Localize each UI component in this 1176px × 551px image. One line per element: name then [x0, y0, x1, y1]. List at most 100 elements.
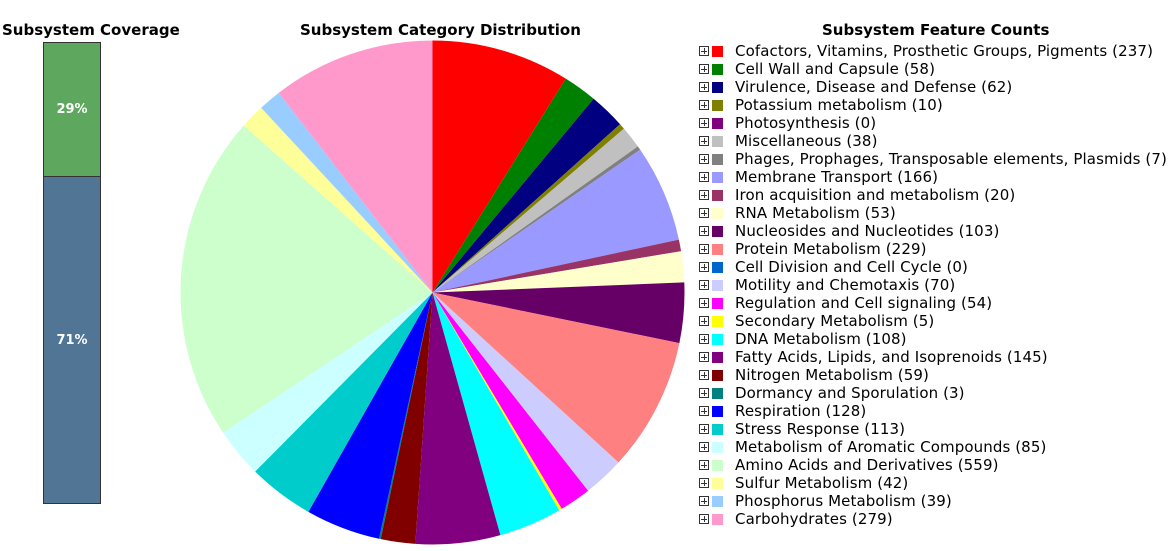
expand-icon[interactable]: [699, 280, 709, 290]
coverage-chart-title: Subsystem Coverage: [2, 21, 180, 39]
pie-slice[interactable]: [432, 124, 624, 293]
pie-slice[interactable]: [432, 292, 560, 536]
expand-icon[interactable]: [699, 226, 709, 236]
expand-icon[interactable]: [699, 208, 709, 218]
pie-slice[interactable]: [432, 292, 562, 511]
legend-item[interactable]: Iron acquisition and metabolism (20): [699, 186, 1176, 204]
pie-slice[interactable]: [432, 128, 638, 293]
legend-label: Cell Division and Cell Cycle (0): [735, 258, 969, 276]
pie-slice[interactable]: [432, 292, 589, 509]
expand-icon[interactable]: [699, 46, 709, 56]
pie-slice[interactable]: [255, 292, 433, 512]
expand-icon[interactable]: [699, 514, 709, 524]
expand-icon[interactable]: [699, 424, 709, 434]
legend-item[interactable]: Phages, Prophages, Transposable elements…: [699, 150, 1176, 168]
pie-slice[interactable]: [378, 292, 433, 540]
expand-icon[interactable]: [699, 298, 709, 308]
legend-item[interactable]: Stress Response (113): [699, 420, 1176, 438]
expand-icon[interactable]: [699, 136, 709, 146]
expand-icon[interactable]: [699, 316, 709, 326]
pie-slice[interactable]: [432, 146, 641, 293]
expand-icon[interactable]: [699, 370, 709, 380]
pie-slice[interactable]: [432, 40, 566, 293]
legend-item[interactable]: RNA Metabolism (53): [699, 204, 1176, 222]
expand-icon[interactable]: [699, 154, 709, 164]
legend-item[interactable]: Phosphorus Metabolism (39): [699, 492, 1176, 510]
expand-icon[interactable]: [699, 406, 709, 416]
expand-icon[interactable]: [699, 100, 709, 110]
legend-item[interactable]: Motility and Chemotaxis (70): [699, 276, 1176, 294]
pie-slice[interactable]: [261, 92, 433, 293]
pie-slice[interactable]: [432, 251, 685, 293]
legend-item[interactable]: Metabolism of Aromatic Compounds (85): [699, 438, 1176, 456]
legend-swatch: [712, 63, 723, 75]
pie-slice[interactable]: [432, 149, 679, 293]
expand-icon[interactable]: [699, 118, 709, 128]
legend-item[interactable]: Nucleosides and Nucleotides (103): [699, 222, 1176, 240]
expand-icon[interactable]: [699, 334, 709, 344]
legend-label: Photosynthesis (0): [735, 114, 877, 132]
legend-label: Sulfur Metabolism (42): [735, 474, 909, 492]
legend-swatch: [712, 315, 723, 327]
pie-slice[interactable]: [415, 292, 501, 545]
legend-item[interactable]: Respiration (128): [699, 402, 1176, 420]
legend-swatch: [712, 423, 723, 435]
legend-item[interactable]: Potassium metabolism (10): [699, 96, 1176, 114]
pie-chart: [180, 40, 685, 545]
pie-slice[interactable]: [380, 292, 433, 544]
legend-item[interactable]: Sulfur Metabolism (42): [699, 474, 1176, 492]
expand-icon[interactable]: [699, 388, 709, 398]
expand-icon[interactable]: [699, 442, 709, 452]
legend-item[interactable]: Nitrogen Metabolism (59): [699, 366, 1176, 384]
legend-item[interactable]: Cofactors, Vitamins, Prosthetic Groups, …: [699, 42, 1176, 60]
legend-title: Subsystem Feature Counts: [822, 21, 1050, 39]
coverage-bar: 29% 71%: [43, 42, 101, 504]
legend-swatch: [712, 261, 723, 273]
legend-item[interactable]: Miscellaneous (38): [699, 132, 1176, 150]
legend-item[interactable]: Protein Metabolism (229): [699, 240, 1176, 258]
expand-icon[interactable]: [699, 172, 709, 182]
pie-slice[interactable]: [432, 282, 685, 344]
legend-list: Cofactors, Vitamins, Prosthetic Groups, …: [699, 42, 1176, 528]
legend-label: Motility and Chemotaxis (70): [735, 276, 956, 294]
expand-icon[interactable]: [699, 262, 709, 272]
legend-item[interactable]: Membrane Transport (166): [699, 168, 1176, 186]
legend-item[interactable]: Dormancy and Sporulation (3): [699, 384, 1176, 402]
pie-slice[interactable]: [308, 292, 433, 539]
pie-slice[interactable]: [243, 107, 433, 293]
pie-slice[interactable]: [223, 292, 433, 472]
legend-label: Stress Response (113): [735, 420, 906, 438]
expand-icon[interactable]: [699, 244, 709, 254]
expand-icon[interactable]: [699, 64, 709, 74]
legend-item[interactable]: Regulation and Cell signaling (54): [699, 294, 1176, 312]
legend-item[interactable]: Fatty Acids, Lipids, and Isoprenoids (14…: [699, 348, 1176, 366]
expand-icon[interactable]: [699, 82, 709, 92]
legend-item[interactable]: Secondary Metabolism (5): [699, 312, 1176, 330]
expand-icon[interactable]: [699, 496, 709, 506]
legend-item[interactable]: Photosynthesis (0): [699, 114, 1176, 132]
pie-slice[interactable]: [432, 78, 594, 293]
legend-swatch: [712, 279, 723, 291]
pie-slice[interactable]: [432, 239, 682, 293]
legend-item[interactable]: Cell Division and Cell Cycle (0): [699, 258, 1176, 276]
legend-swatch: [712, 135, 723, 147]
legend-item[interactable]: Cell Wall and Capsule (58): [699, 60, 1176, 78]
pie-slice[interactable]: [432, 292, 619, 491]
expand-icon[interactable]: [699, 190, 709, 200]
pie-slice[interactable]: [180, 125, 433, 433]
legend-label: Nitrogen Metabolism (59): [735, 366, 929, 384]
pie-slice[interactable]: [432, 98, 621, 293]
expand-icon[interactable]: [699, 352, 709, 362]
legend-label: Cofactors, Vitamins, Prosthetic Groups, …: [735, 42, 1154, 60]
expand-icon[interactable]: [699, 478, 709, 488]
legend-label: Amino Acids and Derivatives (559): [735, 456, 999, 474]
legend-item[interactable]: DNA Metabolism (108): [699, 330, 1176, 348]
legend-item[interactable]: Virulence, Disease and Defense (62): [699, 78, 1176, 96]
legend-label: Protein Metabolism (229): [735, 240, 927, 258]
expand-icon[interactable]: [699, 460, 709, 470]
legend-item[interactable]: Carbohydrates (279): [699, 510, 1176, 528]
legend-item[interactable]: Amino Acids and Derivatives (559): [699, 456, 1176, 474]
pie-slice[interactable]: [278, 40, 433, 293]
legend-label: Metabolism of Aromatic Compounds (85): [735, 438, 1047, 456]
pie-slice[interactable]: [432, 292, 680, 463]
